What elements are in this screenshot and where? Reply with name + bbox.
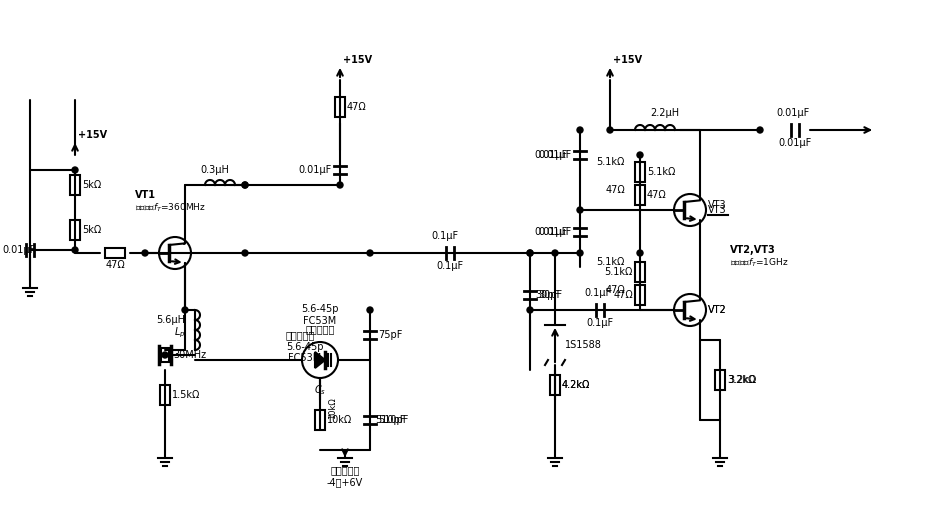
- Text: 0.01μF: 0.01μF: [534, 227, 568, 237]
- Text: 5kΩ: 5kΩ: [82, 225, 101, 235]
- Text: -4～+6V: -4～+6V: [327, 477, 363, 487]
- Text: +15V: +15V: [613, 55, 642, 65]
- Circle shape: [577, 250, 583, 256]
- Text: FC53M: FC53M: [289, 353, 322, 363]
- Bar: [550, 375, 560, 395]
- Text: 0.01μF: 0.01μF: [2, 245, 35, 255]
- Text: 3.2kΩ: 3.2kΩ: [727, 375, 755, 385]
- Text: 4.2kΩ: 4.2kΩ: [562, 380, 590, 390]
- Text: 1S1588: 1S1588: [565, 340, 602, 350]
- Text: 变容二极管: 变容二极管: [286, 330, 315, 340]
- Text: 1.5kΩ: 1.5kΩ: [172, 390, 201, 400]
- Circle shape: [637, 250, 643, 256]
- Text: VT3: VT3: [708, 200, 727, 210]
- Text: 5.6-45p: 5.6-45p: [287, 342, 324, 352]
- Text: 5.6μH: 5.6μH: [156, 315, 185, 325]
- Circle shape: [527, 250, 533, 256]
- Text: 截止频率$f_T$=1GHz: 截止频率$f_T$=1GHz: [730, 257, 789, 269]
- Bar: [635, 285, 645, 305]
- Text: +15V: +15V: [343, 55, 372, 65]
- Text: 30pF: 30pF: [535, 290, 559, 300]
- Bar: [161, 348, 169, 362]
- Text: 0.1μF: 0.1μF: [587, 318, 614, 328]
- Text: 截止频率$f_T$=360MHz: 截止频率$f_T$=360MHz: [135, 202, 206, 214]
- Text: 0.01μF: 0.01μF: [534, 150, 568, 160]
- Text: 75pF: 75pF: [378, 330, 402, 340]
- Text: 510pF: 510pF: [378, 415, 409, 425]
- Text: +15V: +15V: [78, 130, 107, 140]
- Text: 47Ω: 47Ω: [347, 102, 367, 112]
- Text: 47Ω: 47Ω: [647, 190, 667, 200]
- Bar: [635, 262, 645, 282]
- Circle shape: [367, 307, 373, 313]
- Bar: [70, 220, 80, 240]
- Text: 47Ω: 47Ω: [605, 285, 625, 295]
- Text: 频率控制端: 频率控制端: [330, 465, 359, 475]
- Circle shape: [607, 127, 613, 133]
- Bar: [635, 162, 645, 182]
- Text: 47Ω: 47Ω: [605, 185, 625, 195]
- Circle shape: [72, 247, 78, 253]
- Text: 30MHz: 30MHz: [173, 350, 206, 360]
- Text: VT2,VT3: VT2,VT3: [730, 245, 776, 255]
- Polygon shape: [315, 352, 325, 368]
- Text: 510pF: 510pF: [375, 415, 406, 425]
- Text: 10kΩ: 10kΩ: [328, 397, 337, 419]
- Text: 0.01μF: 0.01μF: [779, 138, 812, 148]
- Text: VT2: VT2: [708, 305, 727, 315]
- Circle shape: [552, 250, 558, 256]
- Circle shape: [242, 182, 248, 188]
- Text: 0.01μF: 0.01μF: [299, 165, 332, 175]
- Text: 0.1μF: 0.1μF: [431, 231, 459, 241]
- Circle shape: [577, 127, 583, 133]
- Bar: [715, 370, 725, 390]
- Text: $L_p$: $L_p$: [174, 326, 185, 340]
- Text: 10kΩ: 10kΩ: [327, 415, 352, 425]
- Text: 0.3μH: 0.3μH: [201, 165, 230, 175]
- Circle shape: [72, 167, 78, 173]
- Text: 3.2kΩ: 3.2kΩ: [728, 375, 757, 385]
- Text: 5.6-45p
FC53M: 5.6-45p FC53M: [301, 304, 339, 326]
- Text: VT3: VT3: [708, 205, 727, 215]
- Circle shape: [527, 250, 533, 256]
- Circle shape: [637, 152, 643, 158]
- Bar: [70, 175, 80, 195]
- Text: 变容二极管: 变容二极管: [306, 324, 335, 334]
- Text: VT1: VT1: [135, 190, 156, 200]
- Circle shape: [142, 250, 148, 256]
- Circle shape: [182, 307, 188, 313]
- Circle shape: [242, 182, 248, 188]
- Bar: [635, 185, 645, 205]
- Text: 5.1kΩ: 5.1kΩ: [597, 257, 625, 267]
- Text: 5kΩ: 5kΩ: [82, 180, 101, 190]
- Text: 47Ω: 47Ω: [105, 260, 125, 270]
- Circle shape: [757, 127, 763, 133]
- Text: 0.1μF: 0.1μF: [436, 261, 464, 271]
- Bar: [105, 248, 125, 258]
- Text: 0.01μF: 0.01μF: [539, 227, 572, 237]
- Text: 0.01μF: 0.01μF: [539, 150, 572, 160]
- Bar: [335, 97, 345, 117]
- Circle shape: [367, 250, 373, 256]
- Text: $C_s$: $C_s$: [314, 383, 326, 397]
- Text: 5.1kΩ: 5.1kΩ: [597, 157, 625, 167]
- Text: 0.1μF: 0.1μF: [585, 288, 611, 298]
- Circle shape: [577, 207, 583, 213]
- Text: 47Ω: 47Ω: [613, 290, 633, 300]
- Circle shape: [527, 307, 533, 313]
- Circle shape: [337, 182, 343, 188]
- Bar: [160, 385, 170, 405]
- Text: 5.1kΩ: 5.1kΩ: [647, 167, 675, 177]
- Circle shape: [242, 250, 248, 256]
- Text: 5.1kΩ: 5.1kΩ: [604, 267, 633, 277]
- Circle shape: [162, 352, 168, 358]
- Bar: [315, 410, 325, 430]
- Text: 2.2μH: 2.2μH: [651, 108, 679, 118]
- Text: 30pF: 30pF: [538, 290, 562, 300]
- Text: 0.01μF: 0.01μF: [777, 108, 810, 118]
- Text: 4.2kΩ: 4.2kΩ: [562, 380, 590, 390]
- Text: VT2: VT2: [708, 305, 727, 315]
